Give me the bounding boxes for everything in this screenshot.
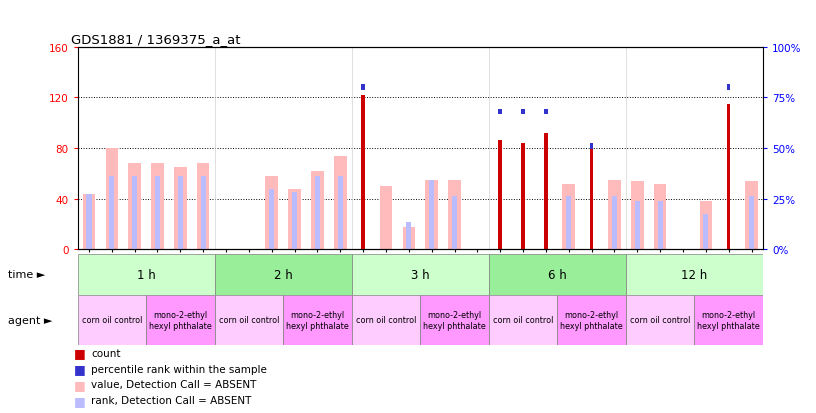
Bar [521,144,525,250]
Bar [201,176,206,250]
Text: value, Detection Call = ABSENT: value, Detection Call = ABSENT [91,380,257,389]
Bar [109,176,114,250]
Text: rank, Detection Call = ABSENT: rank, Detection Call = ABSENT [91,395,252,405]
Bar [612,197,617,250]
Text: mono-2-ethyl
hexyl phthalate: mono-2-ethyl hexyl phthalate [286,311,348,330]
Text: agent ►: agent ► [8,315,52,325]
Bar [499,109,502,115]
Bar [699,202,712,250]
Bar [608,180,621,250]
Bar [155,176,160,250]
Text: 2 h: 2 h [274,268,292,281]
Bar [562,184,575,250]
Bar [338,176,343,250]
Text: mono-2-ethyl
hexyl phthalate: mono-2-ethyl hexyl phthalate [424,311,486,330]
Bar [78,295,146,345]
Bar [703,214,708,250]
Text: count: count [91,348,121,358]
Text: mono-2-ethyl
hexyl phthalate: mono-2-ethyl hexyl phthalate [561,311,623,330]
Bar [269,189,274,250]
Bar [178,176,183,250]
Bar [658,202,663,250]
Bar [361,95,365,250]
Bar [489,295,557,345]
Text: ■: ■ [73,347,85,360]
Text: corn oil control: corn oil control [356,316,416,325]
Bar [292,193,297,250]
Bar [128,164,141,250]
Text: 12 h: 12 h [681,268,707,281]
Text: mono-2-ethyl
hexyl phthalate: mono-2-ethyl hexyl phthalate [698,311,760,330]
Bar [288,189,301,250]
Bar [590,150,593,250]
Bar [566,197,571,250]
Bar [78,254,215,295]
Bar [197,164,210,250]
Text: 1 h: 1 h [137,268,155,281]
Bar [283,295,352,345]
Bar [352,254,489,295]
Bar [352,295,420,345]
Bar [86,194,91,250]
Bar [635,202,640,250]
Text: percentile rank within the sample: percentile rank within the sample [91,364,268,374]
Bar [315,176,320,250]
Bar [544,133,548,250]
Text: 3 h: 3 h [411,268,429,281]
Bar [489,254,626,295]
Bar [425,180,438,250]
Bar [749,197,754,250]
Bar [406,222,411,250]
Bar [727,104,730,250]
Bar [132,176,137,250]
Bar [429,180,434,250]
Bar [174,168,187,250]
Text: ■: ■ [73,394,85,407]
Bar [311,171,324,250]
Text: ■: ■ [73,378,85,391]
Text: time ►: time ► [8,270,46,280]
Text: 6 h: 6 h [548,268,566,281]
Bar [499,141,502,250]
Bar [215,254,352,295]
Bar [626,295,694,345]
Bar [544,109,548,115]
Bar [420,295,489,345]
Bar [590,144,593,150]
Text: ■: ■ [73,362,85,375]
Text: corn oil control: corn oil control [630,316,690,325]
Bar [82,194,95,250]
Text: mono-2-ethyl
hexyl phthalate: mono-2-ethyl hexyl phthalate [149,311,211,330]
Bar [379,187,392,250]
Bar [105,149,118,250]
Text: GDS1881 / 1369375_a_at: GDS1881 / 1369375_a_at [71,33,240,46]
Bar [146,295,215,345]
Bar [448,180,461,250]
Bar [521,109,525,115]
Bar [402,227,415,250]
Bar [151,164,164,250]
Bar [452,197,457,250]
Bar [215,295,283,345]
Bar [727,85,730,91]
Bar [631,182,644,250]
Bar [265,176,278,250]
Text: corn oil control: corn oil control [82,316,142,325]
Text: corn oil control: corn oil control [493,316,553,325]
Bar [626,254,763,295]
Text: corn oil control: corn oil control [219,316,279,325]
Bar [745,182,758,250]
Bar [361,85,365,91]
Bar [334,156,347,250]
Bar [694,295,763,345]
Bar [654,184,667,250]
Bar [557,295,626,345]
